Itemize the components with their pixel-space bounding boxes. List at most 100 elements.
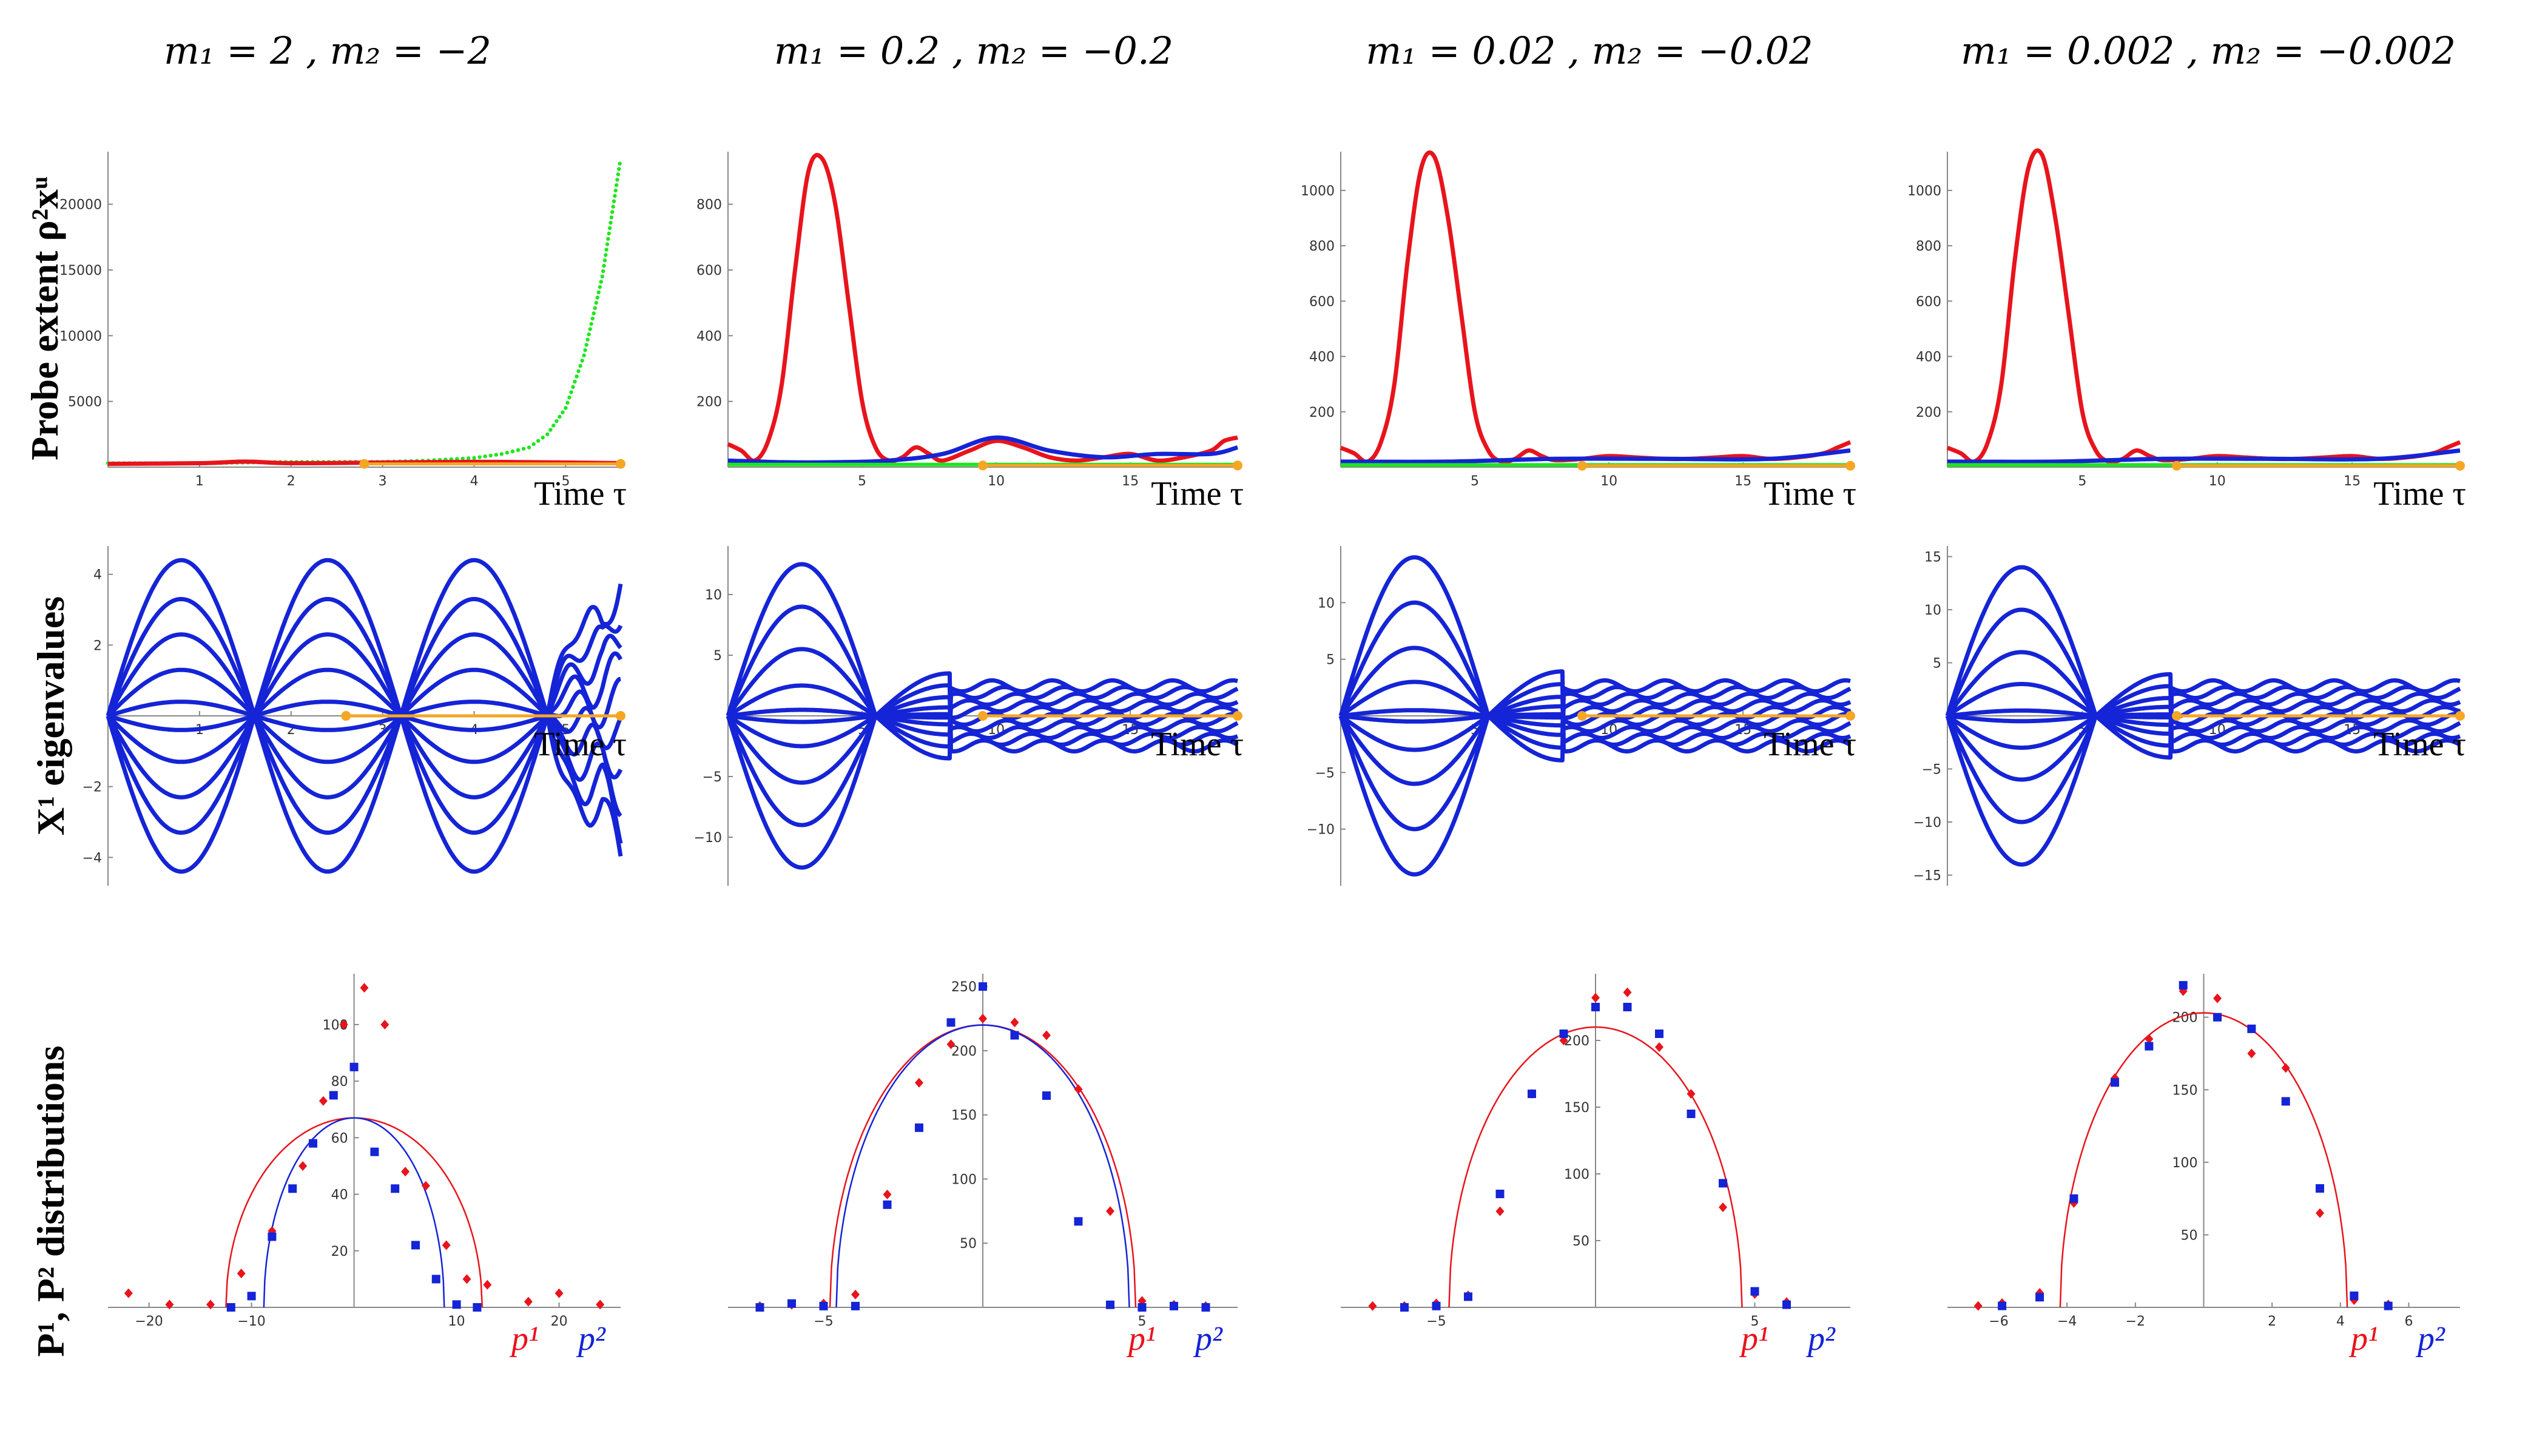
- green-series-dot: [564, 406, 568, 410]
- y-tick-label: −10: [1913, 815, 1941, 831]
- orange-series-start-point: [359, 459, 369, 469]
- green-series-dot: [584, 343, 588, 347]
- p1-data-point: [237, 1269, 246, 1279]
- p1-data-point: [915, 1077, 923, 1088]
- p2-data-point: [1074, 1217, 1083, 1226]
- green-series-dot: [602, 263, 606, 268]
- green-series-dot: [460, 456, 465, 461]
- orange-series-start-point: [978, 460, 988, 471]
- column-title-2: m₁ = 0.2 , m₂ = −0.2: [774, 29, 1173, 73]
- green-series-dot: [558, 414, 562, 419]
- y-tick-label: 250: [951, 980, 977, 995]
- eigenvalue-curve: [1945, 565, 2461, 753]
- column-title-1: m₁ = 2 , m₂ = −2: [164, 29, 491, 73]
- time-axis-label: Time τ: [1151, 475, 1244, 513]
- orange-series-start-point: [2172, 460, 2182, 471]
- p1-data-point: [442, 1240, 451, 1250]
- green-series-dot: [612, 199, 616, 203]
- green-series-dot: [571, 385, 575, 389]
- eigenvalue-curve: [1946, 682, 2461, 733]
- p1-data-point: [1106, 1206, 1114, 1216]
- blue-series-line: [727, 435, 1238, 465]
- p2-data-point: [391, 1184, 400, 1193]
- x-tick-label: 6: [2405, 1314, 2413, 1329]
- eigenvalue-curve: [1338, 555, 1852, 753]
- red-series-line: [1946, 148, 2461, 465]
- green-series-dot: [613, 194, 617, 198]
- p2-data-point: [1495, 1190, 1505, 1198]
- y-tick-label: 600: [696, 263, 722, 278]
- y-tick-label: 15: [1924, 550, 1941, 565]
- y-tick-label: 50: [2181, 1228, 2198, 1243]
- green-series-dot: [505, 450, 510, 455]
- time-axis-label: Time τ: [2373, 726, 2466, 763]
- p1-data-point: [1687, 1089, 1696, 1099]
- p2-data-point: [2213, 1013, 2222, 1022]
- eigenvalue-curve: [727, 683, 1239, 733]
- green-series-dot: [499, 452, 504, 456]
- y-tick-label: −15: [1913, 869, 1941, 884]
- p2-data-point: [1042, 1091, 1051, 1100]
- orange-series-end-point: [1233, 460, 1242, 471]
- green-series-dot: [610, 210, 615, 214]
- p1-data-point: [2145, 1034, 2154, 1044]
- eigenvalue-curve: [726, 562, 1239, 753]
- p2-data-point: [226, 1303, 235, 1312]
- green-series-dot: [541, 436, 545, 440]
- p2-data-point: [1201, 1303, 1210, 1312]
- orange-series-end-point: [616, 459, 625, 469]
- orange-series-start-point: [1577, 711, 1587, 721]
- green-series-dot: [614, 183, 619, 187]
- y-tick-label: −5: [1922, 763, 1941, 778]
- p2-data-point: [2179, 981, 2188, 990]
- orange-series-end-point: [1845, 711, 1855, 721]
- x-tick-label: 5: [1138, 1314, 1147, 1329]
- green-series-dot: [602, 258, 607, 263]
- p2-data-point: [452, 1300, 461, 1309]
- eigenvalue-curve: [1338, 678, 1852, 877]
- y-tick-label: 80: [331, 1074, 348, 1090]
- p2-data-point: [2247, 1024, 2256, 1033]
- p2-data-point: [349, 1062, 359, 1071]
- green-series-dot: [593, 306, 597, 311]
- p2-axis-label: p²: [1193, 1320, 1223, 1358]
- y-tick-label: −2: [83, 780, 102, 795]
- y-tick-label: 800: [1309, 239, 1335, 254]
- green-series-dot: [599, 280, 604, 284]
- eigenvalue-curve: [726, 647, 1239, 740]
- p2-axis-label: p²: [1805, 1320, 1836, 1358]
- y-tick-label: 200: [696, 395, 722, 410]
- p1-data-point: [124, 1288, 133, 1298]
- p2-data-point: [1591, 1003, 1600, 1011]
- time-axis-label: Time τ: [1764, 475, 1856, 513]
- y-tick-label: 150: [951, 1108, 977, 1124]
- p2-data-point: [1655, 1030, 1663, 1038]
- time-axis-label: Time τ: [534, 726, 627, 763]
- p2-data-point: [1782, 1300, 1791, 1309]
- p2-data-point: [2035, 1293, 2044, 1302]
- y-tick-label: 10000: [59, 329, 102, 344]
- green-series-dot: [488, 453, 493, 458]
- p2-data-point: [946, 1018, 956, 1027]
- y-tick-label: 1000: [1907, 184, 1941, 199]
- p1-data-point: [1973, 1301, 1983, 1311]
- green-series-dot: [569, 390, 573, 394]
- x-tick-label: 10: [1600, 474, 1617, 489]
- x-tick-label: 5: [858, 474, 866, 489]
- p1-data-point: [883, 1189, 892, 1199]
- red-series-line: [1340, 150, 1852, 465]
- p2-data-point: [2069, 1194, 2078, 1203]
- p2-data-point: [915, 1123, 923, 1132]
- p1-data-point: [380, 1019, 389, 1030]
- y-tick-label: 10: [1318, 596, 1335, 611]
- panel-r0-c1: 5 10 15 200 400 600 800 Time τ: [696, 152, 1244, 513]
- y-tick-label: 800: [1916, 239, 1941, 254]
- panel-r0-c2: 5 10 15 200 400 600 800 1000 Time τ: [1301, 150, 1856, 513]
- y-tick-label: 400: [696, 329, 722, 344]
- x-tick-label: −6: [1989, 1314, 2008, 1329]
- p1-data-point: [165, 1299, 174, 1310]
- p2-data-point: [431, 1275, 440, 1284]
- p1-data-point: [421, 1181, 430, 1191]
- x-tick-label: 10: [988, 474, 1005, 489]
